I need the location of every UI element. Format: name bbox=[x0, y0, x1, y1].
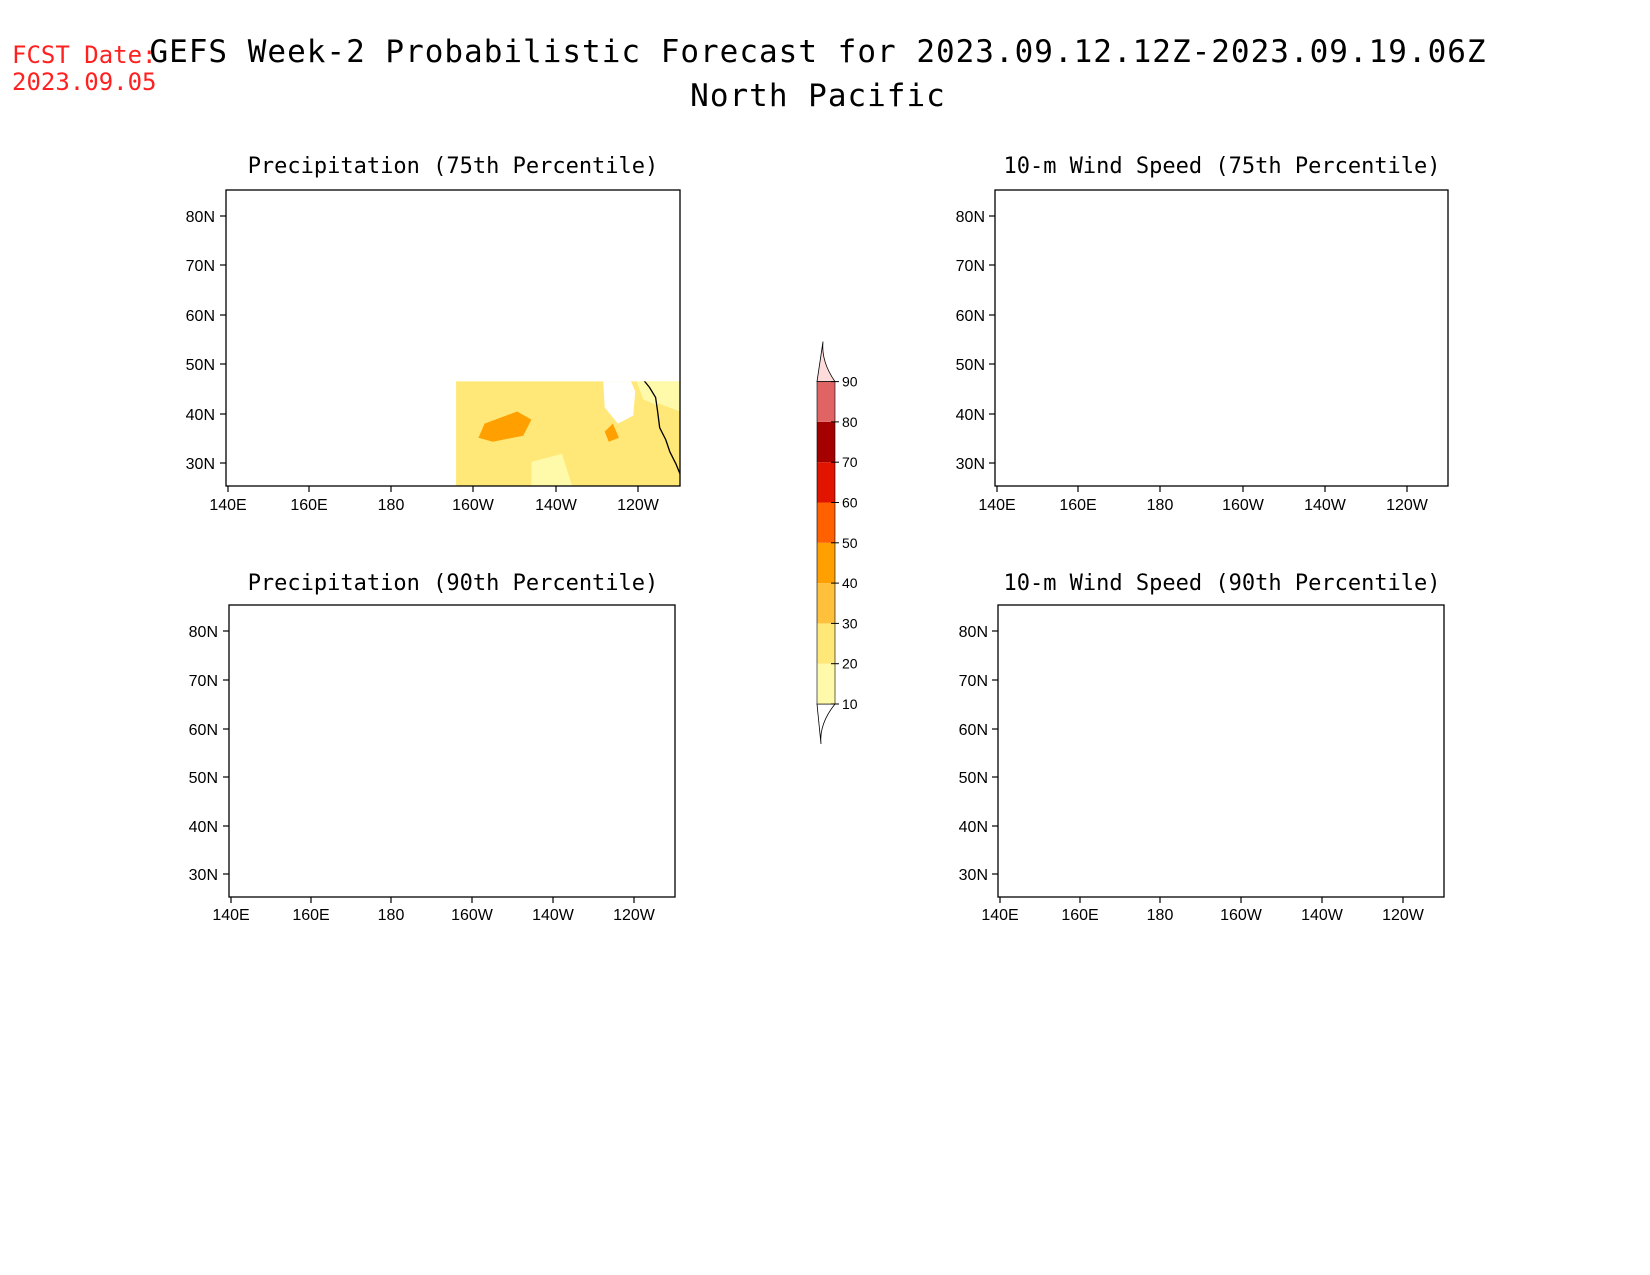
lat-label: 50N bbox=[956, 357, 985, 374]
panel-wind-90: 10-m Wind Speed (90th Percentile) bbox=[959, 571, 1445, 924]
panel-precip-75: Precipitation (75th Percentile) bbox=[186, 154, 681, 514]
precip-75-field bbox=[456, 381, 681, 487]
main-subtitle: North Pacific bbox=[690, 78, 946, 114]
lon-label: 140E bbox=[209, 497, 246, 514]
lat-label: 70N bbox=[959, 673, 988, 690]
wind-75-field bbox=[995, 190, 1448, 486]
panel-precip-90: Precipitation (90th Percentile) bbox=[189, 571, 676, 924]
lon-label: 140W bbox=[535, 497, 578, 514]
colorbar-label: 50 bbox=[842, 535, 858, 551]
lon-label: 160E bbox=[1061, 907, 1098, 924]
lat-label: 60N bbox=[189, 722, 218, 739]
fcst-date-label: FCST Date: bbox=[12, 41, 157, 69]
lat-label: 60N bbox=[186, 308, 215, 325]
lon-label: 120W bbox=[613, 907, 656, 924]
lat-label: 40N bbox=[959, 819, 988, 836]
colorbar-label: 70 bbox=[842, 454, 858, 470]
precip-90-field bbox=[229, 605, 675, 897]
colorbar-box bbox=[817, 381, 835, 422]
colorbar-label: 30 bbox=[842, 615, 858, 631]
colorbar-label: 40 bbox=[842, 575, 858, 591]
panel-title: 10-m Wind Speed (90th Percentile) bbox=[1003, 571, 1440, 596]
lat-label: 70N bbox=[956, 258, 985, 275]
lon-label: 180 bbox=[378, 497, 405, 514]
lat-label: 50N bbox=[189, 770, 218, 787]
lon-label: 140W bbox=[1301, 907, 1344, 924]
wind-90-field bbox=[998, 605, 1444, 897]
lon-label: 180 bbox=[1147, 497, 1174, 514]
colorbar-end-high bbox=[816, 341, 836, 382]
lat-label: 80N bbox=[956, 209, 985, 226]
colorbar-box bbox=[817, 663, 835, 704]
lon-label: 160E bbox=[292, 907, 329, 924]
lat-label: 80N bbox=[186, 209, 215, 226]
lat-label: 40N bbox=[189, 819, 218, 836]
colorbar-box bbox=[817, 502, 835, 543]
lon-label: 160W bbox=[1220, 907, 1263, 924]
colorbar: 10 20 30 40 50 60 70 80 90 bbox=[816, 341, 858, 745]
colorbar-box bbox=[817, 462, 835, 503]
colorbar-box bbox=[817, 542, 835, 584]
panel-title: Precipitation (75th Percentile) bbox=[248, 154, 659, 179]
panel-title: Precipitation (90th Percentile) bbox=[248, 571, 659, 596]
lon-label: 140E bbox=[212, 907, 249, 924]
lon-label: 180 bbox=[1147, 907, 1174, 924]
lat-label: 50N bbox=[186, 357, 215, 374]
lat-label: 40N bbox=[956, 407, 985, 424]
lon-label: 160E bbox=[290, 497, 327, 514]
colorbar-label: 80 bbox=[842, 414, 858, 430]
lat-label: 30N bbox=[956, 456, 985, 473]
colorbar-box bbox=[817, 583, 835, 624]
lat-label: 30N bbox=[959, 867, 988, 884]
lat-label: 60N bbox=[956, 308, 985, 325]
lon-label: 140W bbox=[532, 907, 575, 924]
lat-label: 80N bbox=[959, 624, 988, 641]
lon-label: 140W bbox=[1304, 497, 1347, 514]
colorbar-end-low bbox=[816, 703, 836, 745]
lat-label: 30N bbox=[186, 456, 215, 473]
lat-label: 60N bbox=[959, 722, 988, 739]
lat-label: 50N bbox=[959, 770, 988, 787]
colorbar-label: 60 bbox=[842, 495, 858, 511]
lon-label: 160W bbox=[451, 907, 494, 924]
lon-label: 140E bbox=[981, 907, 1018, 924]
lat-label: 80N bbox=[189, 624, 218, 641]
lon-label: 120W bbox=[1386, 497, 1429, 514]
colorbar-label: 90 bbox=[842, 374, 858, 390]
lon-label: 160W bbox=[1222, 497, 1265, 514]
lat-label: 30N bbox=[189, 867, 218, 884]
lon-label: 160W bbox=[452, 497, 495, 514]
lat-label: 40N bbox=[186, 407, 215, 424]
lon-label: 180 bbox=[378, 907, 405, 924]
panel-wind-75: 10-m Wind Speed (75th Percentile) bbox=[956, 154, 1449, 514]
colorbar-box bbox=[817, 421, 835, 463]
lat-label: 70N bbox=[189, 673, 218, 690]
lon-label: 140E bbox=[978, 497, 1015, 514]
colorbar-label: 10 bbox=[842, 696, 858, 712]
lon-label: 160E bbox=[1059, 497, 1096, 514]
colorbar-box bbox=[817, 623, 835, 664]
main-title: GEFS Week-2 Probabilistic Forecast for 2… bbox=[149, 34, 1486, 70]
colorbar-label: 20 bbox=[842, 656, 858, 672]
panel-title: 10-m Wind Speed (75th Percentile) bbox=[1003, 154, 1440, 179]
lon-label: 120W bbox=[617, 497, 660, 514]
fcst-date-value: 2023.09.05 bbox=[12, 68, 157, 96]
lat-label: 70N bbox=[186, 258, 215, 275]
lon-label: 120W bbox=[1382, 907, 1425, 924]
